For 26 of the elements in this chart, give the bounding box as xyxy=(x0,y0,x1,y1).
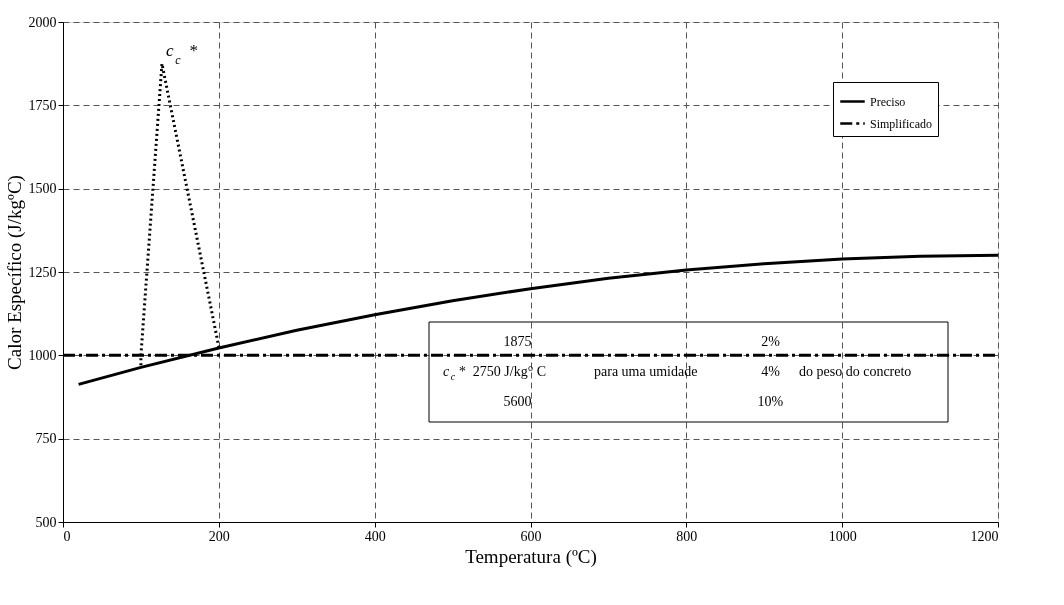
y-tick-label: 1250 xyxy=(28,264,57,280)
legend-label: Preciso xyxy=(870,94,906,109)
x-tick-label: 200 xyxy=(208,528,230,544)
annotation: 4% xyxy=(761,364,781,379)
legend-label: Simplificado xyxy=(870,116,932,131)
y-tick-label: 2000 xyxy=(28,14,57,30)
y-tick-label: 1750 xyxy=(28,97,57,113)
annotation: 2750 J/kg° C xyxy=(472,364,547,379)
y-tick-label: 1000 xyxy=(28,347,57,363)
y-axis-title: Calor Específico (J/kgºC) xyxy=(3,175,26,370)
x-axis-title: Temperatura (ºC) xyxy=(465,545,597,568)
x-tick-label: 800 xyxy=(676,528,698,544)
annotation: 2% xyxy=(761,334,781,349)
y-tick-label: 1500 xyxy=(28,181,57,197)
annotation: 10% xyxy=(757,394,784,409)
x-tick-label: 400 xyxy=(364,528,386,544)
x-tick-label: 600 xyxy=(520,528,542,544)
annotation: 1875 xyxy=(503,334,532,349)
annotation: 5600 xyxy=(503,394,532,409)
annotation: do peso do concreto xyxy=(799,364,912,379)
x-tick-label: 1200 xyxy=(970,528,999,544)
y-tick-label: 750 xyxy=(35,431,57,447)
x-tick-label: 0 xyxy=(63,528,71,544)
annotation: para uma umidade xyxy=(594,364,698,379)
x-tick-label: 1000 xyxy=(828,528,857,544)
y-tick-label: 500 xyxy=(35,514,57,530)
